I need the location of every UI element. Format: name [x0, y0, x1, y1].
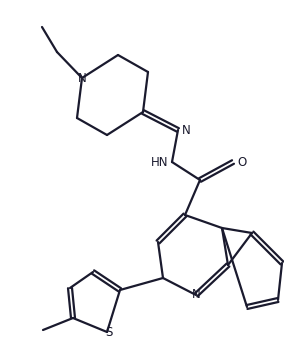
Text: N: N [78, 72, 86, 84]
Text: N: N [182, 124, 191, 137]
Text: O: O [237, 156, 246, 168]
Text: HN: HN [151, 156, 168, 168]
Text: N: N [192, 288, 201, 301]
Text: S: S [105, 325, 113, 339]
